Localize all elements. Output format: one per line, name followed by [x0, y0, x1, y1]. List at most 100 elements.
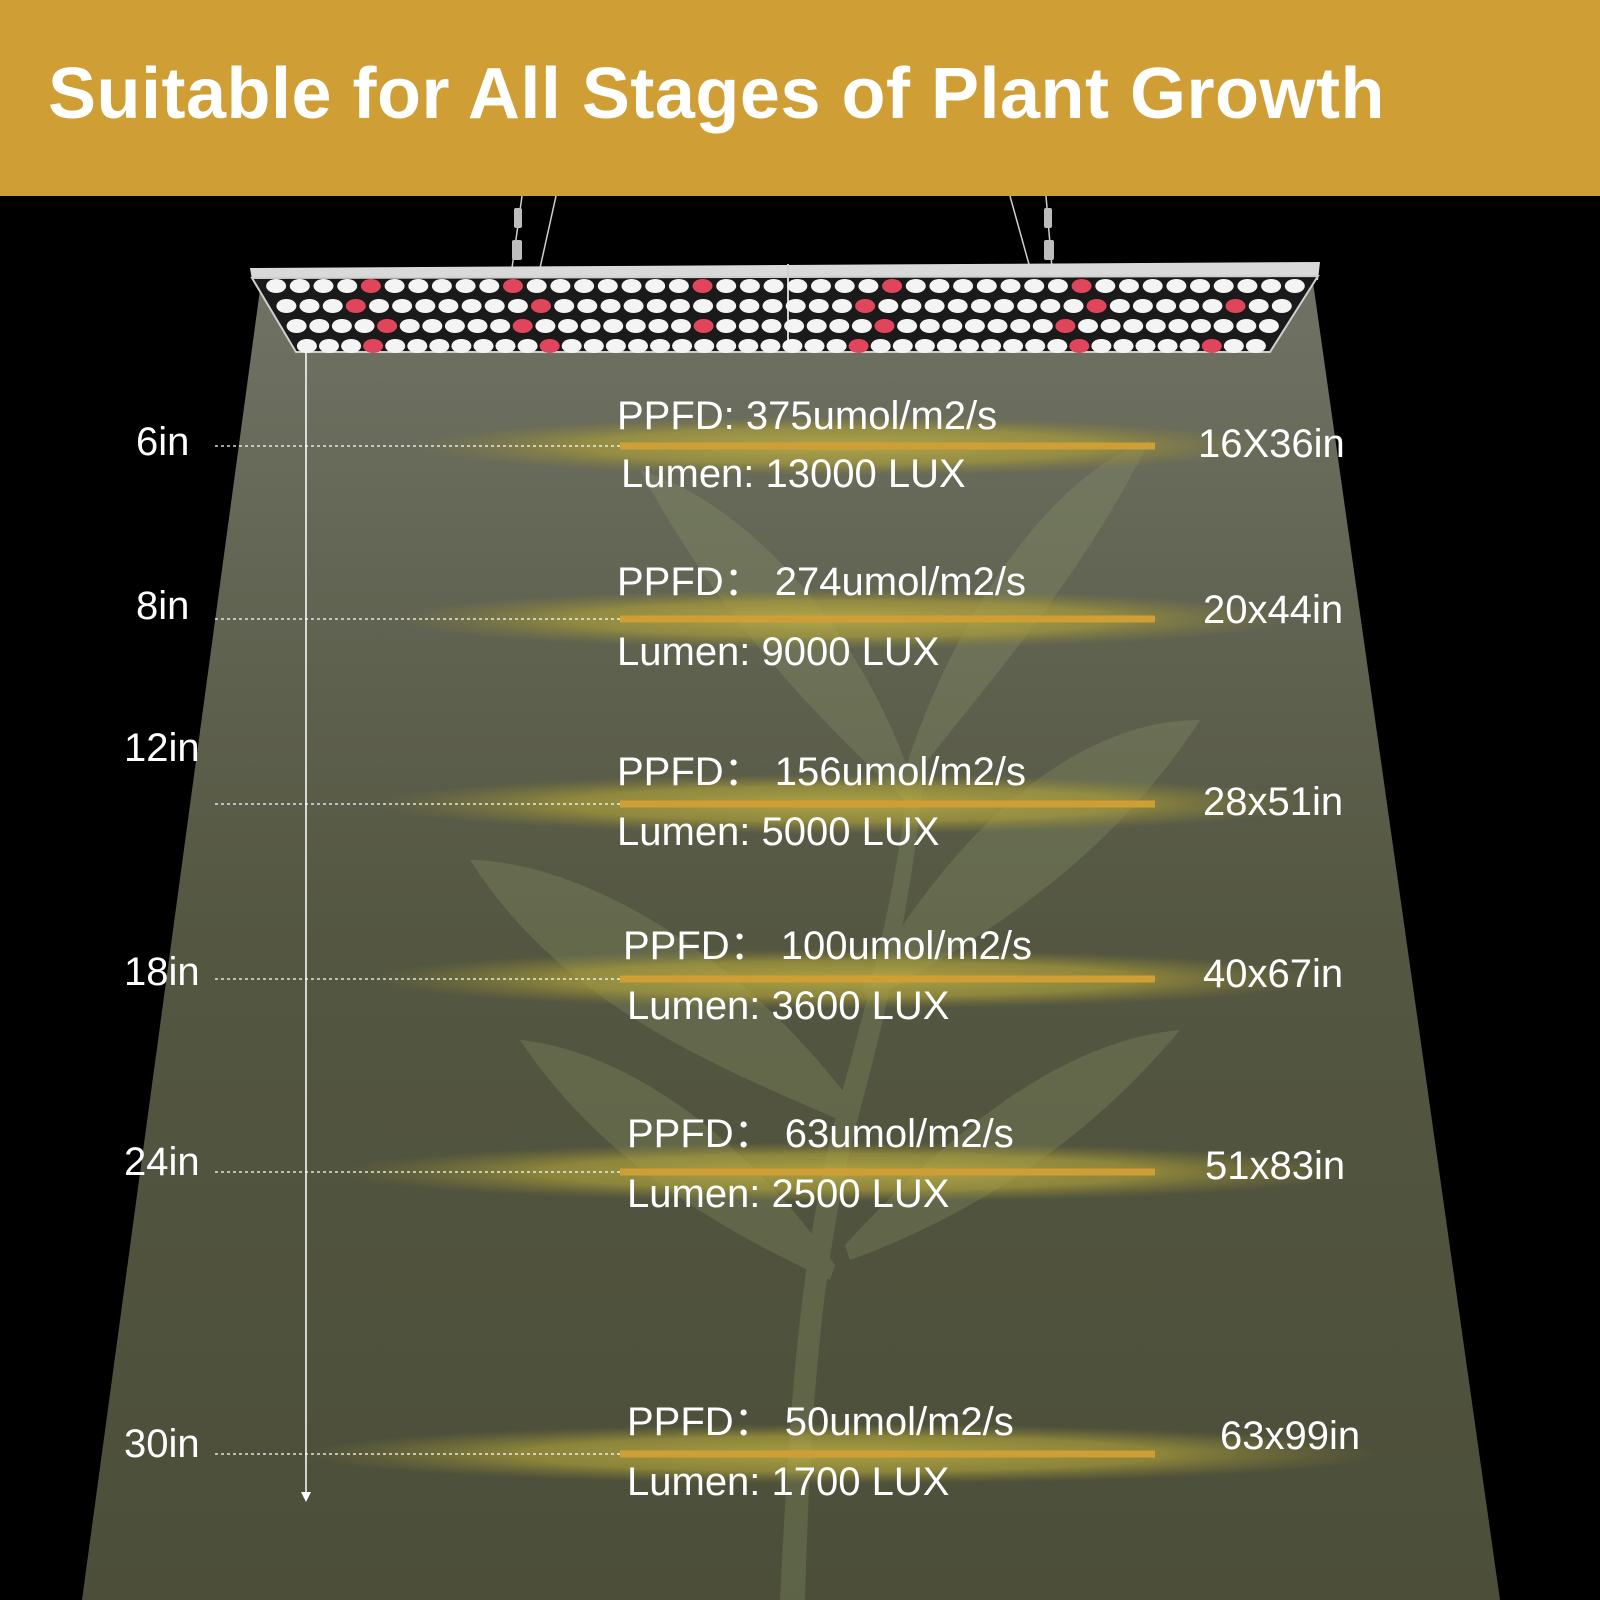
led-white	[341, 339, 362, 353]
led-white	[959, 339, 979, 353]
led-red	[882, 279, 903, 293]
led-white	[369, 299, 389, 313]
led-white	[648, 319, 669, 333]
coverage-area: 28x51in	[1203, 780, 1344, 824]
led-white	[897, 319, 918, 333]
led-red	[848, 339, 869, 353]
led-white	[1119, 279, 1139, 293]
led-white	[834, 279, 855, 293]
led-white	[1109, 299, 1130, 313]
led-white	[1168, 319, 1189, 333]
led-white	[716, 319, 737, 333]
led-white	[1047, 339, 1068, 353]
led-white	[1113, 339, 1134, 353]
led-white	[650, 339, 670, 353]
led-white	[905, 279, 926, 293]
led-white	[526, 279, 547, 293]
led-red	[1086, 299, 1107, 313]
led-red	[1055, 319, 1076, 333]
led-white	[354, 319, 375, 333]
grow-light-panel	[250, 262, 1320, 353]
led-white	[1191, 319, 1211, 333]
led-white	[929, 279, 950, 293]
led-white	[535, 319, 556, 333]
led-white	[976, 279, 997, 293]
led-white	[936, 339, 957, 353]
led-white	[554, 299, 575, 313]
led-white	[672, 339, 693, 353]
led-white	[892, 339, 913, 353]
led-white	[785, 299, 806, 313]
led-red	[363, 339, 384, 353]
led-white	[716, 299, 737, 313]
ppfd-value: PPFD： 100umol/m2/s	[623, 924, 1033, 968]
led-white	[1157, 339, 1178, 353]
led-white	[919, 319, 940, 333]
led-white	[296, 339, 317, 353]
led-red	[345, 299, 366, 313]
led-white	[858, 279, 879, 293]
distance-label-8in: 8in	[136, 584, 190, 628]
led-red	[1225, 299, 1246, 313]
led-white	[1091, 339, 1112, 353]
led-white	[600, 299, 621, 313]
led-white	[942, 319, 963, 333]
lumen-value: Lumen: 9000 LUX	[617, 630, 940, 674]
led-white	[811, 279, 831, 293]
led-white	[806, 319, 827, 333]
led-white	[787, 279, 808, 293]
led-white	[1179, 339, 1200, 353]
led-white	[1213, 319, 1234, 333]
led-white	[716, 339, 737, 353]
led-white	[808, 299, 829, 313]
led-white	[408, 279, 429, 293]
led-white	[1095, 279, 1116, 293]
led-white	[964, 319, 985, 333]
led-white	[970, 299, 991, 313]
led-red	[855, 299, 876, 313]
led-white	[309, 319, 330, 333]
led-white	[597, 279, 618, 293]
led-white	[337, 279, 358, 293]
led-white	[694, 339, 715, 353]
led-white	[484, 299, 505, 313]
led-white	[826, 339, 847, 353]
led-white	[1142, 279, 1163, 293]
led-red	[377, 319, 398, 333]
led-white	[313, 279, 334, 293]
lumen-value: Lumen: 5000 LUX	[617, 810, 940, 854]
led-white	[1024, 279, 1045, 293]
led-white	[1271, 299, 1292, 313]
led-white	[1123, 319, 1144, 333]
led-white	[479, 279, 500, 293]
led-white	[467, 319, 488, 333]
led-white	[495, 339, 516, 353]
led-red	[360, 279, 381, 293]
led-white	[1145, 319, 1166, 333]
led-white	[763, 279, 784, 293]
distance-label-18in: 18in	[124, 950, 200, 994]
led-white	[603, 319, 624, 333]
led-white	[550, 279, 571, 293]
led-white	[517, 339, 538, 353]
title-banner: Suitable for All Stages of Plant Growth	[0, 0, 1600, 196]
led-white	[1010, 319, 1031, 333]
led-white	[286, 319, 307, 333]
led-white	[415, 299, 436, 313]
led-white	[628, 339, 648, 353]
led-white	[762, 299, 783, 313]
led-white	[760, 339, 781, 353]
led-white	[276, 299, 297, 313]
led-red	[1071, 279, 1092, 293]
led-white	[1245, 339, 1266, 353]
led-white	[558, 319, 578, 333]
led-white	[577, 299, 598, 313]
led-white	[668, 279, 689, 293]
led-white	[299, 299, 320, 313]
led-white	[738, 339, 759, 353]
led-white	[490, 319, 511, 333]
led-white	[319, 339, 339, 353]
led-white	[784, 319, 805, 333]
led-white	[645, 279, 666, 293]
led-white	[739, 279, 760, 293]
